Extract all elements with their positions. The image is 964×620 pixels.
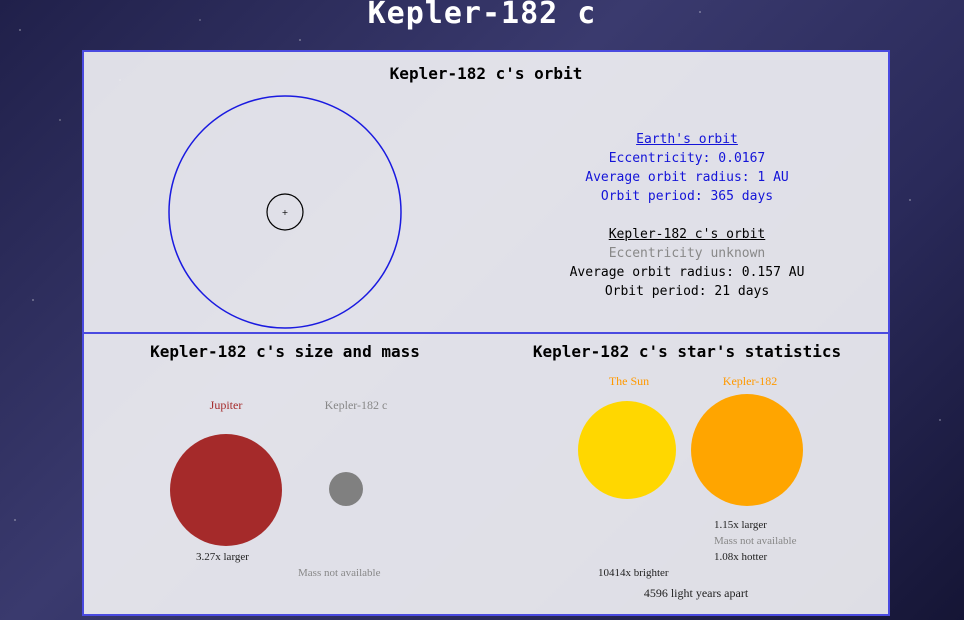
page-title: Kepler-182 c xyxy=(367,0,597,31)
star-mass-note: Mass not available xyxy=(714,535,797,547)
earth-orbit-circle xyxy=(168,95,402,329)
planet-circle xyxy=(329,472,363,506)
star-brightness: 10414x brighter xyxy=(598,567,669,579)
earth-radius: Average orbit radius: 1 AU xyxy=(585,170,789,185)
earth-period: Orbit period: 365 days xyxy=(600,189,774,204)
orbit-title: Kepler-182 c's orbit xyxy=(389,64,583,83)
planet-label: Kepler-182 c xyxy=(324,398,388,412)
planet-orbit-circle xyxy=(266,193,304,231)
orbit-info: Earth's orbit Eccentricity: 0.0167 Avera… xyxy=(514,130,860,301)
star-label: Kepler-182 xyxy=(722,374,778,388)
earth-eccentricity: Eccentricity: 0.0167 xyxy=(608,151,766,166)
size-title: Kepler-182 c's size and mass xyxy=(150,342,420,361)
sun-label: The Sun xyxy=(608,374,650,388)
jupiter-label: Jupiter xyxy=(209,398,243,412)
earth-orbit-heading: Earth's orbit xyxy=(636,132,738,147)
star-temp-compare: 1.08x hotter xyxy=(714,551,768,563)
planet-orbit-heading: Kepler-182 c's orbit xyxy=(608,227,766,242)
star-circle xyxy=(691,394,803,506)
planet-eccentricity: Eccentricity unknown xyxy=(608,246,766,261)
info-panel: Kepler-182 c's orbit + Earth's orbit Ecc… xyxy=(82,50,890,616)
star-size-compare: 1.15x larger xyxy=(714,519,767,531)
star-distance: 4596 light years apart xyxy=(643,586,749,600)
planet-radius: Average orbit radius: 0.157 AU xyxy=(569,265,805,280)
planet-period: Orbit period: 21 days xyxy=(604,284,770,299)
orbit-diagram: + xyxy=(168,95,402,329)
star-marker: + xyxy=(282,208,289,217)
jupiter-circle xyxy=(170,434,282,546)
section-divider xyxy=(84,332,888,334)
sun-circle xyxy=(578,401,676,499)
planet-mass-note: Mass not available xyxy=(298,567,381,579)
star-title: Kepler-182 c's star's statistics xyxy=(532,342,842,361)
size-compare: 3.27x larger xyxy=(196,551,249,563)
